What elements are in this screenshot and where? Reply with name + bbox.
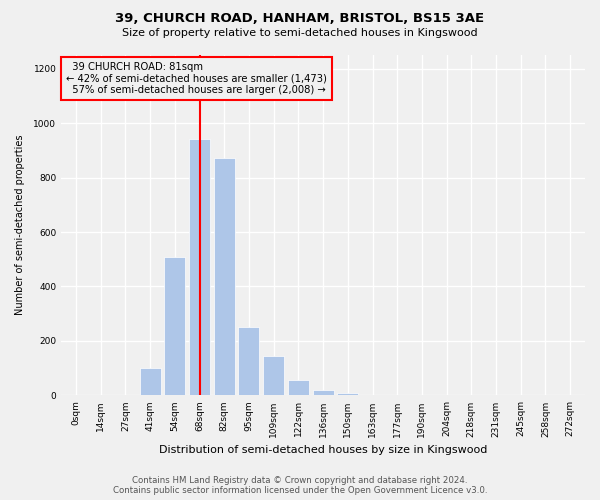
Bar: [362, 394, 383, 396]
Bar: [337, 394, 358, 396]
Text: Size of property relative to semi-detached houses in Kingswood: Size of property relative to semi-detach…: [122, 28, 478, 38]
Bar: [140, 368, 161, 396]
Bar: [189, 140, 210, 396]
Bar: [288, 380, 309, 396]
Bar: [387, 395, 408, 396]
Text: 39 CHURCH ROAD: 81sqm
← 42% of semi-detached houses are smaller (1,473)
  57% of: 39 CHURCH ROAD: 81sqm ← 42% of semi-deta…: [67, 62, 328, 95]
Bar: [263, 356, 284, 396]
Bar: [164, 256, 185, 396]
Bar: [313, 390, 334, 396]
Text: 39, CHURCH ROAD, HANHAM, BRISTOL, BS15 3AE: 39, CHURCH ROAD, HANHAM, BRISTOL, BS15 3…: [115, 12, 485, 26]
Bar: [238, 328, 259, 396]
X-axis label: Distribution of semi-detached houses by size in Kingswood: Distribution of semi-detached houses by …: [159, 445, 487, 455]
Bar: [214, 158, 235, 396]
Text: Contains HM Land Registry data © Crown copyright and database right 2024.
Contai: Contains HM Land Registry data © Crown c…: [113, 476, 487, 495]
Y-axis label: Number of semi-detached properties: Number of semi-detached properties: [15, 135, 25, 316]
